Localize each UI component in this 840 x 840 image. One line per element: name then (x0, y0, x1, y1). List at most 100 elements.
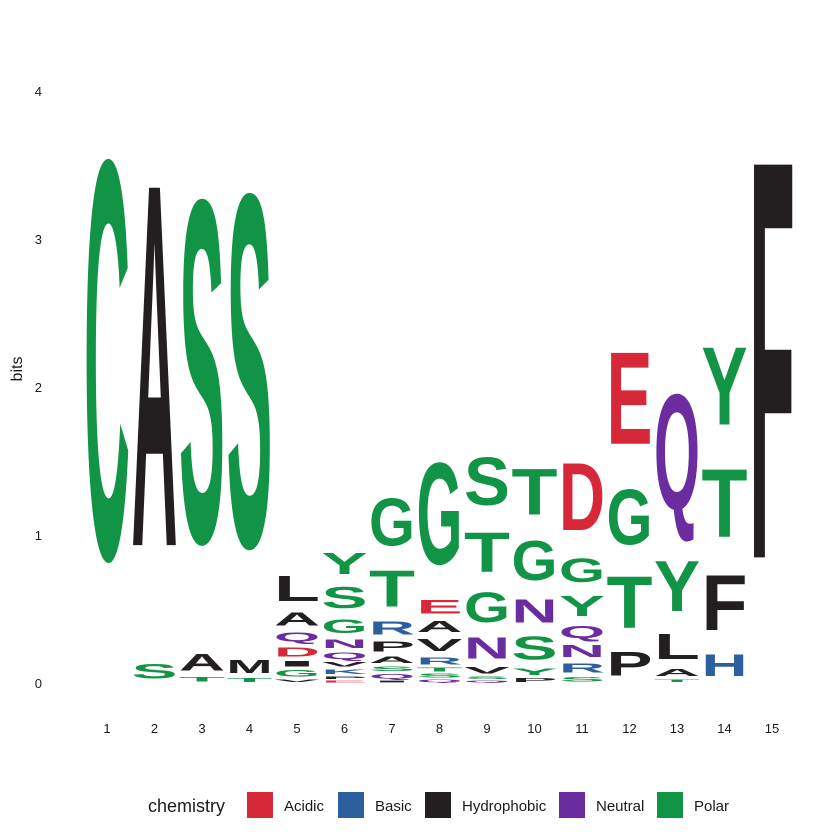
logo-letter-N: N (559, 642, 605, 661)
logo-letter-S: S (179, 99, 225, 647)
logo-letter-T: T (607, 561, 653, 644)
logo-letter-Q: Q (369, 673, 415, 680)
logo-letter-S: S (417, 673, 463, 679)
logo-letter-S: S (132, 659, 178, 683)
logo-letter-G: G (369, 486, 415, 560)
legend-swatch-neutral (559, 792, 585, 818)
logo-letter-A: A (132, 76, 178, 656)
x-tick-label: 3 (198, 721, 205, 736)
y-axis-ticks: 0 1 2 3 4 (35, 84, 42, 691)
x-tick-label: 9 (483, 721, 490, 736)
logo-letter-M: M (227, 656, 273, 677)
legend-label-basic: Basic (375, 798, 412, 815)
logo-letter-T: T (464, 521, 510, 584)
legend-title: chemistry (148, 796, 225, 816)
logo-letter-A: A (274, 609, 320, 630)
y-tick-label: 0 (35, 676, 42, 691)
legend-swatch-acidic (247, 792, 273, 818)
logo-letter-G: G (417, 433, 463, 595)
x-tick-label: 4 (246, 721, 253, 736)
x-tick-label: 15 (765, 721, 779, 736)
logo-letter-G: G (512, 530, 558, 593)
logo-letter-E: E (322, 680, 368, 683)
logo-letter-R: R (417, 655, 463, 667)
y-tick-label: 3 (35, 232, 42, 247)
logo-letter-R: R (369, 618, 415, 639)
legend-items: Acidic Basic Hydrophobic Neutral Polar (247, 792, 729, 818)
legend-label-polar: Polar (694, 798, 729, 815)
legend-label-neutral: Neutral (596, 798, 644, 815)
x-tick-label: 6 (341, 721, 348, 736)
y-tick-label: 4 (35, 84, 42, 99)
legend-label-acidic: Acidic (284, 798, 325, 815)
logo-letter-T: T (369, 560, 415, 618)
legend-swatch-hydrophobic (425, 792, 451, 818)
logo-letter-V: V (274, 679, 321, 683)
logo-letter-N: N (512, 593, 558, 630)
logo-letter-A: A (654, 667, 700, 679)
logo-letter-E: E (417, 596, 463, 618)
logo-letter-G: G (559, 552, 605, 590)
logo-letter-C: C (84, 42, 130, 680)
logo-letter-F: F (702, 559, 748, 647)
logo-letter-H: H (702, 647, 748, 683)
logo-letter-Y: Y (322, 547, 368, 581)
x-tick-label: 8 (436, 721, 443, 736)
legend: chemistry Acidic Basic Hydrophobic Neutral P… (148, 792, 729, 818)
logo-letter-V: V (322, 661, 368, 668)
x-tick-label: 1 (103, 721, 110, 736)
logo-letter-Q: Q (654, 361, 700, 545)
legend-swatch-polar (657, 792, 683, 818)
y-axis-title: bits (9, 357, 26, 382)
logo-letter-I: I (274, 659, 320, 668)
logo-letter-I: I (369, 680, 415, 683)
logo-letter-T: T (654, 679, 700, 683)
x-axis-ticks: 1 2 3 4 5 6 7 8 9 10 11 12 13 14 15 (103, 721, 779, 736)
logo-letter-Y: Y (702, 324, 748, 449)
y-tick-label: 2 (35, 380, 42, 395)
logo-letter-L: L (654, 627, 700, 666)
logo-letter-P: P (369, 639, 415, 655)
logo-letter-Y: Y (512, 667, 558, 677)
logo-letter-Q: Q (559, 623, 605, 642)
x-tick-label: 14 (717, 721, 731, 736)
logo-letter-Q: Q (274, 630, 320, 645)
logo-letter-G: G (607, 473, 653, 561)
y-tick-label: 1 (35, 528, 42, 543)
logo-letter-R: R (559, 661, 605, 676)
logo-letter-P: P (512, 677, 558, 683)
logo-letter-V: V (464, 665, 510, 675)
logo-letter-S: S (464, 676, 510, 680)
logo-letter-D: D (559, 444, 605, 551)
logo-letter-T: T (417, 667, 464, 673)
logo-letter-A: A (179, 649, 225, 676)
logo-letter-S: S (227, 90, 273, 653)
x-tick-label: 7 (388, 721, 395, 736)
x-tick-label: 11 (575, 721, 589, 736)
legend-label-hydrophobic: Hydrophobic (462, 798, 547, 815)
x-tick-label: 13 (670, 721, 684, 736)
logo-letter-T: T (702, 450, 748, 559)
x-tick-label: 10 (527, 721, 541, 736)
x-tick-label: 5 (293, 721, 300, 736)
logo-letter-S: S (559, 676, 605, 683)
logo-letter-P: P (607, 645, 653, 683)
logo-letter-S: S (322, 581, 368, 615)
logo-letter-A: A (417, 618, 463, 636)
logo-letter-V: V (417, 636, 464, 655)
logo-letter-S: S (512, 630, 558, 667)
x-tick-label: 12 (622, 721, 636, 736)
logo-stacks: C SATASTMSVGIDQALEPKVQNGSYIQSAPRTGQSTRVAE… (84, 41, 795, 683)
logo-letter-D: D (274, 644, 320, 659)
logo-letter-K: K (322, 668, 368, 675)
legend-swatch-basic (338, 792, 364, 818)
logo-letter-G: G (322, 615, 368, 637)
logo-letter-Q: Q (464, 680, 510, 683)
logo-letter-S: S (464, 443, 510, 520)
logo-letter-Y: Y (559, 590, 605, 622)
logo-letter-E: E (607, 326, 653, 473)
logo-letter-G: G (464, 583, 510, 631)
logo-letter-N: N (464, 631, 510, 665)
logo-letter-Q: Q (417, 679, 463, 683)
